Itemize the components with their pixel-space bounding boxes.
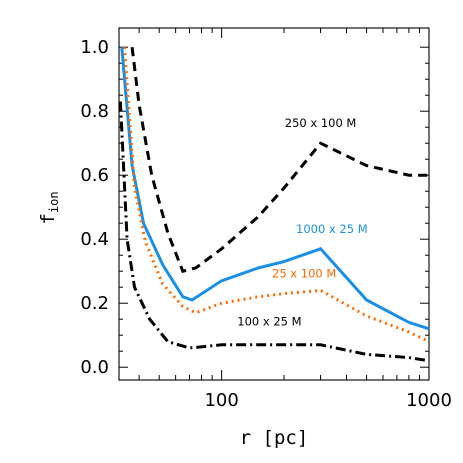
series-labels: 250 x 100 M 1000 x 25 M 25 x 100 M 100 x 25…	[237, 116, 367, 328]
series-line-0	[130, 47, 429, 273]
y-tick-label: 0.2	[80, 293, 109, 314]
plot-frame	[118, 27, 430, 381]
series-line-3	[118, 101, 430, 363]
y-tick-label: 0.0	[80, 357, 109, 378]
series-label-3: 100 x 25 M	[237, 315, 301, 329]
y-tick-label: 0.4	[80, 229, 109, 250]
y-tick-label: 0.8	[80, 101, 109, 122]
series-label-1: 1000 x 25 M	[296, 222, 368, 236]
series-line-1	[120, 47, 430, 331]
y-axis-title: fion	[37, 191, 61, 224]
series-label-2: 25 x 100 M	[272, 267, 336, 281]
y-axis-title-sub: ion	[47, 191, 61, 213]
y-tick-label: 1.0	[80, 37, 109, 58]
x-tick-label: 1000	[406, 390, 452, 411]
series-line-2	[123, 47, 430, 343]
axis-ticks	[119, 28, 430, 380]
series-label-0: 250 x 100 M	[285, 116, 357, 130]
y-tick-label: 0.6	[80, 165, 109, 186]
series-group	[118, 47, 430, 363]
y-axis-title-main: f	[37, 213, 59, 224]
x-tick-label: 100	[204, 390, 238, 411]
axis-tick-labels: 0.0 0.2 0.4 0.6 0.8 1.0 100 1000	[80, 37, 452, 411]
x-axis-title: r [pc]	[240, 427, 309, 449]
